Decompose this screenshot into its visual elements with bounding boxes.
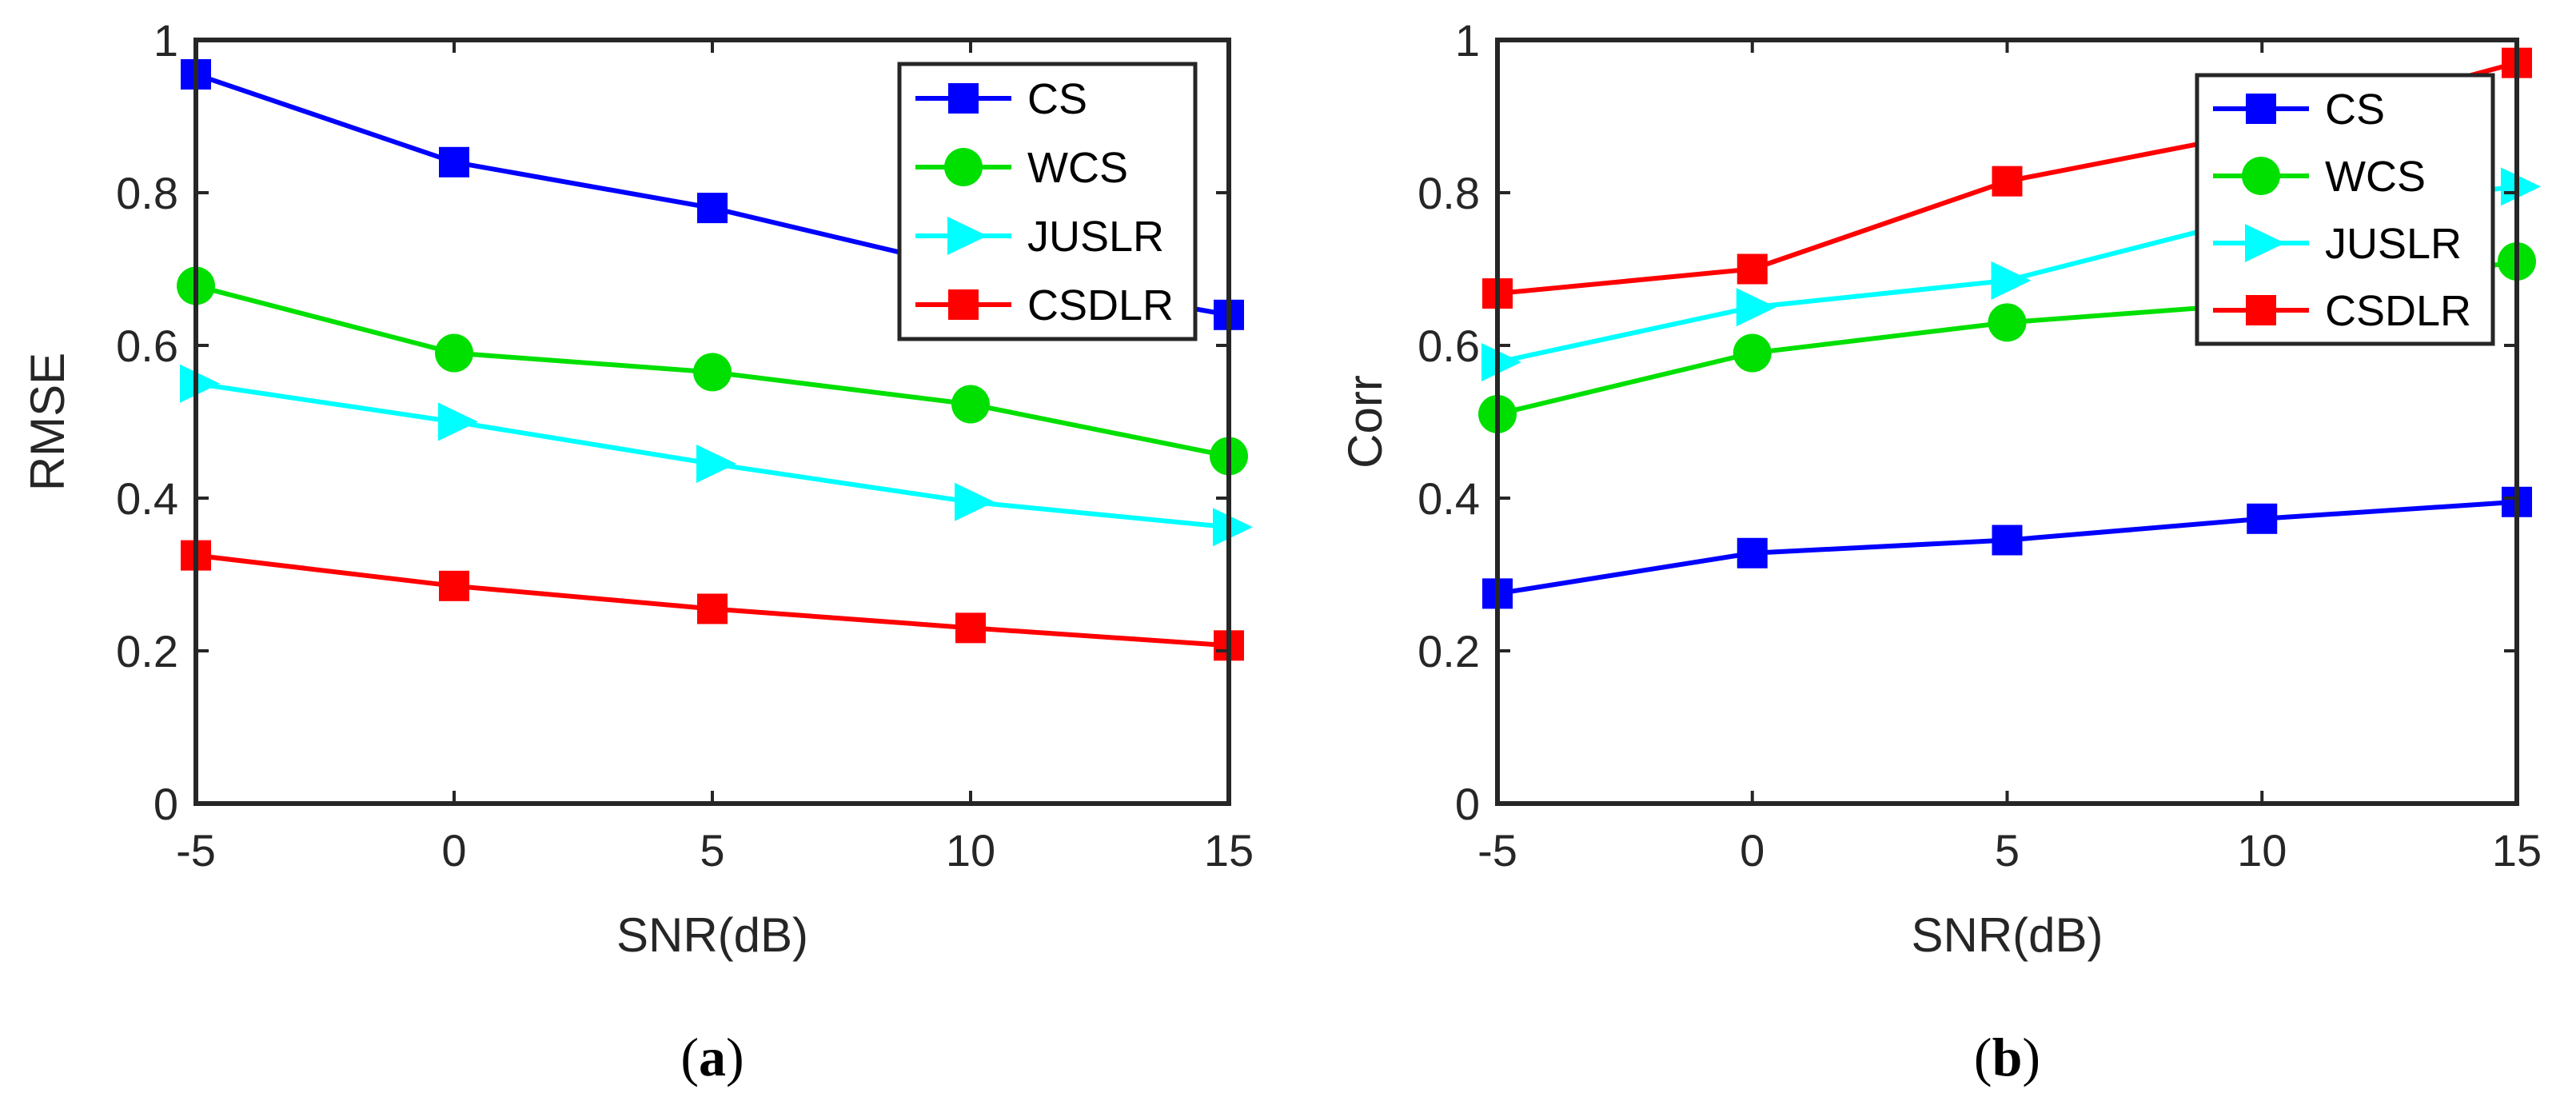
data-point-csdlr <box>1737 253 1768 285</box>
y-tick-label: 0.8 <box>1418 168 1480 218</box>
data-point-cs <box>2247 503 2278 534</box>
panel-caption-letter: a <box>699 1027 726 1087</box>
data-point-juslr <box>696 445 736 484</box>
data-point-juslr <box>1481 343 1521 382</box>
data-point-csdlr <box>439 570 469 601</box>
legend-label-juslr: JUSLR <box>1027 213 1164 261</box>
legend-marker-wcs <box>2242 157 2280 195</box>
legend-marker-csdlr <box>948 289 979 320</box>
panel-caption-letter: b <box>1992 1027 2023 1087</box>
data-point-wcs <box>435 333 473 373</box>
legend-label-wcs: WCS <box>2325 153 2426 201</box>
y-tick-label: 0 <box>154 779 178 829</box>
x-tick-label: 5 <box>700 825 724 876</box>
legend-label-cs: CS <box>1027 75 1087 123</box>
data-point-juslr <box>180 364 220 403</box>
y-axis-label: RMSE <box>21 353 74 491</box>
data-point-cs <box>439 146 469 178</box>
x-tick-label: 0 <box>441 825 466 876</box>
legend-label-cs: CS <box>2325 86 2385 134</box>
y-tick-label: 0.8 <box>116 168 178 218</box>
x-tick-label: 5 <box>1995 825 2020 876</box>
y-tick-label: 0.2 <box>1418 626 1480 676</box>
data-point-wcs <box>1733 333 1772 373</box>
y-tick-label: 0.4 <box>116 473 178 524</box>
data-point-wcs <box>951 385 990 424</box>
data-point-juslr <box>2501 167 2541 206</box>
legend-marker-cs <box>2246 94 2276 124</box>
legend-marker-wcs <box>944 148 983 186</box>
data-point-cs <box>1737 537 1768 568</box>
data-point-cs <box>697 193 728 224</box>
x-tick-label: 15 <box>1204 825 1254 876</box>
x-tick-label: 0 <box>1740 825 1765 876</box>
legend-marker-csdlr <box>2246 295 2276 325</box>
panel-caption: (a) <box>680 1027 744 1087</box>
data-point-juslr <box>1213 508 1253 547</box>
x-tick-label: 15 <box>2492 825 2542 876</box>
legend-marker-juslr <box>2245 224 2285 262</box>
legend-marker-juslr <box>947 217 987 255</box>
y-tick-label: 0 <box>1455 779 1480 829</box>
data-point-cs <box>1992 525 2023 556</box>
y-tick-label: 1 <box>154 15 178 66</box>
x-tick-label: -5 <box>176 825 216 876</box>
x-tick-label: 10 <box>2237 825 2287 876</box>
legend-label-wcs: WCS <box>1027 144 1128 192</box>
chart-panel-b: -5 0 5 10 1500.20.40.60.81SNR(dB)CorrCSWCSJU… <box>1338 15 2542 1087</box>
y-tick-label: 1 <box>1455 15 1480 66</box>
x-tick-label: -5 <box>1477 825 1517 876</box>
data-point-wcs <box>693 353 732 392</box>
data-point-wcs <box>1988 303 2027 342</box>
legend-marker-cs <box>948 83 979 114</box>
data-point-csdlr <box>955 612 986 644</box>
legend-label-csdlr: CSDLR <box>1027 281 1174 329</box>
y-axis-label: Corr <box>1338 375 1392 469</box>
y-tick-label: 0.2 <box>116 626 178 676</box>
x-axis-label: SNR(dB) <box>616 908 808 962</box>
data-point-juslr <box>1991 261 2032 300</box>
data-point-juslr <box>1736 288 1776 327</box>
data-point-csdlr <box>1992 166 2023 197</box>
data-point-juslr <box>438 402 478 441</box>
data-point-csdlr <box>697 593 728 624</box>
legend-label-juslr: JUSLR <box>2325 220 2462 268</box>
data-point-juslr <box>955 482 995 521</box>
chart-panel-a: -5 0 5 10 1500.20.40.60.81SNR(dB)RMSECSWCSJU… <box>21 15 1254 1087</box>
legend-label-csdlr: CSDLR <box>2325 287 2471 335</box>
y-tick-label: 0.6 <box>1418 321 1480 371</box>
panel-caption: (b) <box>1974 1027 2040 1087</box>
x-tick-label: 10 <box>946 825 995 876</box>
y-tick-label: 0.6 <box>116 321 178 371</box>
x-axis-label: SNR(dB) <box>1911 908 2103 962</box>
y-tick-label: 0.4 <box>1418 473 1480 524</box>
